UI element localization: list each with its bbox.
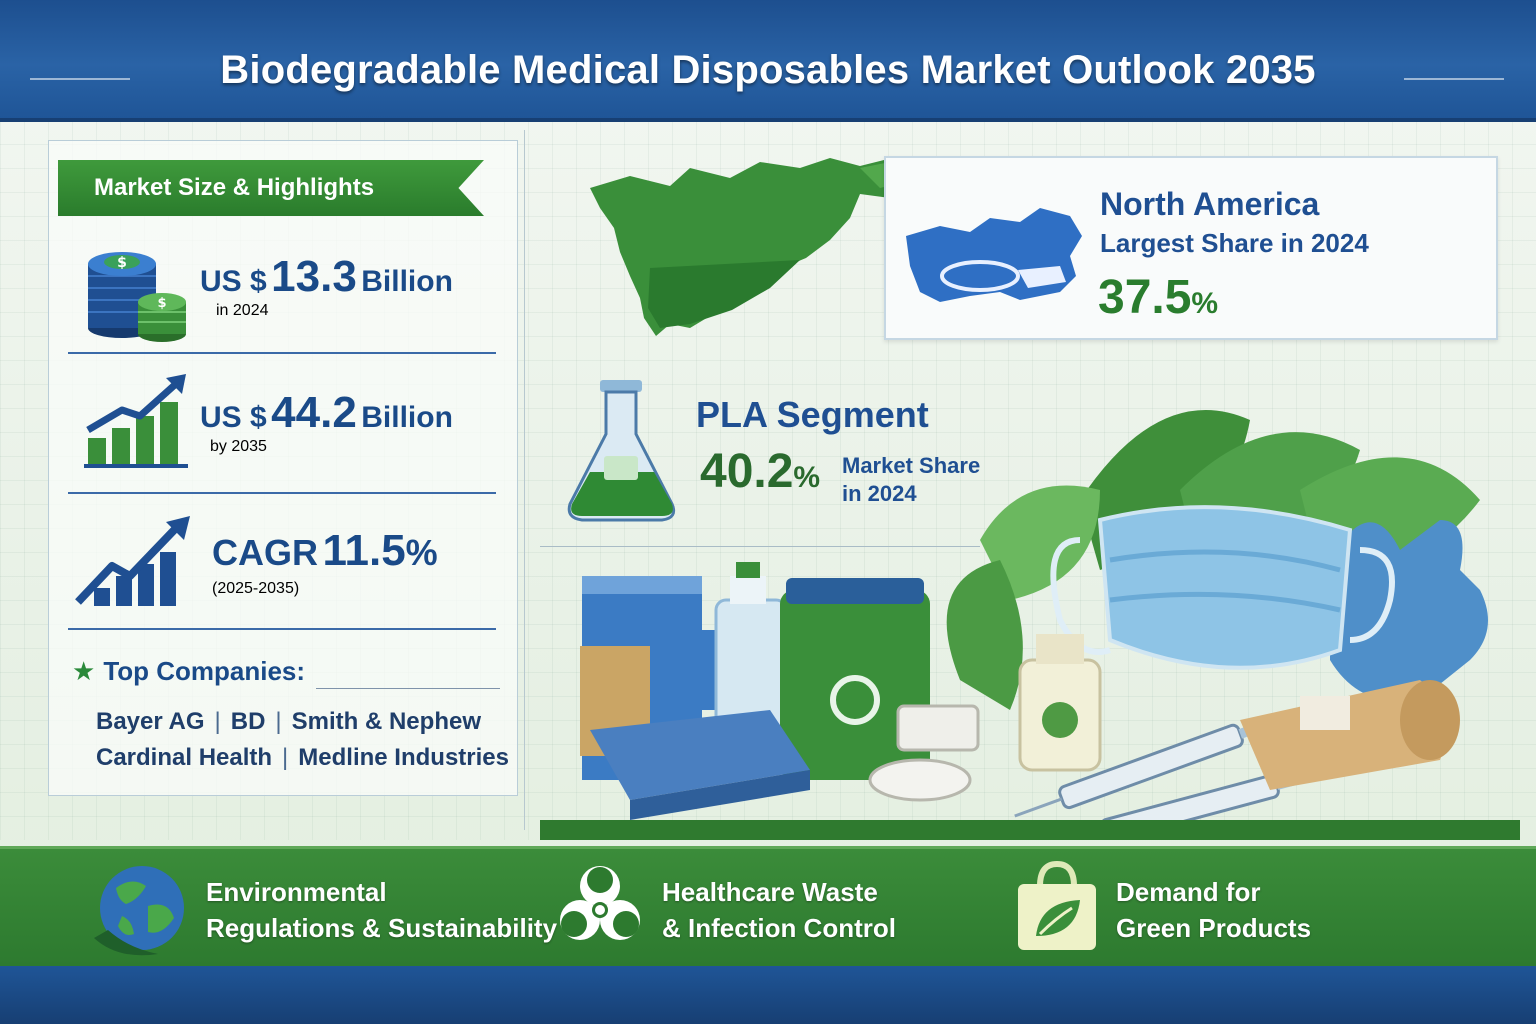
- market-2035-value: US $ 44.2 Billion: [200, 388, 620, 438]
- company-name: Medline Industries: [298, 744, 509, 771]
- page-title: Biodegradable Medical Disposables Market…: [220, 48, 1316, 92]
- top-companies-heading: ★ Top Companies:: [72, 656, 305, 687]
- north-america-region-icon: [906, 208, 1082, 302]
- divider: [68, 492, 496, 494]
- cagr-label: CAGR: [212, 532, 318, 573]
- driver-line: Regulations & Sustainability: [206, 913, 558, 943]
- driver-line: Environmental: [206, 877, 387, 907]
- unit-label: Billion: [361, 401, 453, 434]
- market-2035-number: 44.2: [271, 388, 357, 437]
- driver-healthcare-waste: Healthcare Waste & Infection Control: [662, 874, 896, 946]
- driver-green-demand: Demand for Green Products: [1116, 874, 1311, 946]
- share-number: 40.2: [700, 445, 794, 498]
- driver-line: Demand for: [1116, 877, 1261, 907]
- header-rule-right: [1404, 78, 1504, 80]
- unit-label: Billion: [361, 265, 453, 298]
- section-divider: [540, 546, 980, 547]
- driver-line: Green Products: [1116, 913, 1312, 943]
- companies-rule: [316, 688, 500, 689]
- biohazard-icon: [560, 866, 640, 940]
- globe-icon: [94, 866, 184, 956]
- divider: [68, 352, 496, 354]
- flask-icon: [567, 380, 676, 522]
- svg-text:$: $: [157, 296, 166, 311]
- svg-text:$: $: [117, 255, 127, 271]
- company-list-row-2: Cardinal Health | Medline Industries: [96, 744, 509, 771]
- market-share-label: Market Share: [842, 453, 981, 478]
- drivers-bar: [0, 846, 1536, 966]
- currency-prefix: US $: [200, 401, 267, 434]
- market-2035-sub: by 2035: [210, 438, 267, 455]
- percent-unit: %: [1191, 287, 1219, 320]
- company-name: BD: [230, 708, 266, 735]
- star-icon: ★: [72, 656, 96, 686]
- driver-line: & Infection Control: [662, 913, 896, 943]
- currency-prefix: US $: [200, 265, 267, 298]
- pla-share: 40.2%: [700, 444, 820, 499]
- coins-icon: $ $: [88, 252, 186, 342]
- market-2024-sub: in 2024: [216, 302, 269, 319]
- section-divider: [524, 130, 525, 830]
- pla-segment-title: PLA Segment: [696, 394, 929, 435]
- cagr-number: 11.5: [322, 526, 406, 575]
- growth-chart-icon: [84, 374, 188, 468]
- share-number: 37.5: [1098, 271, 1192, 324]
- driver-line: Healthcare Waste: [662, 877, 878, 907]
- year-label: in 2024: [842, 481, 917, 506]
- north-america-title: North America: [1100, 186, 1320, 222]
- top-companies-label: Top Companies:: [103, 656, 306, 686]
- company-name: Bayer AG: [96, 708, 205, 735]
- highlights-heading: Market Size & Highlights: [58, 160, 484, 216]
- divider: [68, 628, 496, 630]
- percent-unit: %: [405, 532, 438, 573]
- cagr-value: CAGR 11.5%: [212, 526, 632, 576]
- north-america-subtitle: Largest Share in 2024: [1100, 228, 1369, 258]
- footer-strip: [0, 966, 1536, 1024]
- company-list-row-1: Bayer AG | BD | Smith & Nephew: [96, 708, 481, 735]
- header-rule-left: [30, 78, 130, 80]
- market-2024-value: US $ 13.3 Billion: [200, 252, 620, 302]
- company-name: Smith & Nephew: [291, 708, 481, 735]
- header-banner: Biodegradable Medical Disposables Market…: [0, 0, 1536, 122]
- percent-unit: %: [793, 461, 821, 494]
- north-america-share: 37.5%: [1098, 270, 1218, 325]
- driver-environmental: Environmental Regulations & Sustainabili…: [206, 874, 557, 946]
- shopping-bag-leaf-icon: [1018, 860, 1096, 950]
- market-2024-number: 13.3: [271, 252, 357, 301]
- pla-share-label: Market Share in 2024: [842, 452, 980, 508]
- medical-disposables-illustration: [540, 410, 1520, 840]
- company-name: Cardinal Health: [96, 744, 273, 771]
- cagr-trend-icon: [75, 516, 190, 606]
- cagr-period: (2025-2035): [212, 580, 300, 597]
